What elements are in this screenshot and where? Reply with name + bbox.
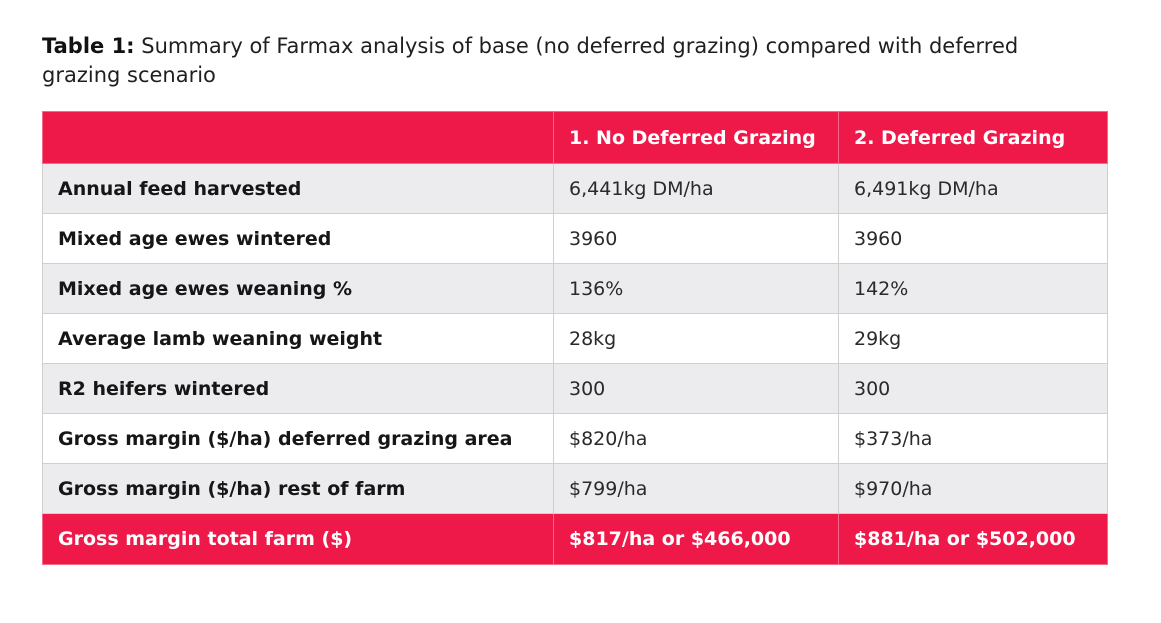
cell-deferred: 6,491kg DM/ha (838, 163, 1108, 214)
cell-no-deferred: 300 (553, 363, 839, 414)
cell-deferred: 142% (838, 263, 1108, 314)
cell-no-deferred: 6,441kg DM/ha (553, 163, 839, 214)
header-deferred-grazing: 2. Deferred Grazing (838, 111, 1108, 164)
table-row: R2 heifers wintered 300 300 (42, 363, 1108, 414)
cell-deferred: 29kg (838, 313, 1108, 364)
table-row: Mixed age ewes wintered 3960 3960 (42, 213, 1108, 264)
table-row: Annual feed harvested 6,441kg DM/ha 6,49… (42, 163, 1108, 214)
cell-deferred: $373/ha (838, 413, 1108, 464)
total-row: Gross margin total farm ($) $817/ha or $… (42, 513, 1108, 565)
table-row: Gross margin ($/ha) deferred grazing are… (42, 413, 1108, 464)
cell-no-deferred: 136% (553, 263, 839, 314)
summary-table: 1. No Deferred Grazing 2. Deferred Grazi… (42, 111, 1108, 565)
row-label: Gross margin ($/ha) rest of farm (42, 463, 554, 514)
cell-deferred: 300 (838, 363, 1108, 414)
row-label: Mixed age ewes wintered (42, 213, 554, 264)
cell-no-deferred: 3960 (553, 213, 839, 264)
table-row: Mixed age ewes weaning % 136% 142% (42, 263, 1108, 314)
caption-text: Summary of Farmax analysis of base (no d… (42, 34, 1019, 87)
header-cell-blank (42, 111, 554, 164)
total-deferred: $881/ha or $502,000 (838, 513, 1108, 565)
row-label: Gross margin ($/ha) deferred grazing are… (42, 413, 554, 464)
row-label: R2 heifers wintered (42, 363, 554, 414)
header-no-deferred-grazing: 1. No Deferred Grazing (553, 111, 839, 164)
cell-no-deferred: 28kg (553, 313, 839, 364)
cell-no-deferred: $820/ha (553, 413, 839, 464)
header-row: 1. No Deferred Grazing 2. Deferred Grazi… (42, 111, 1108, 164)
cell-deferred: $970/ha (838, 463, 1108, 514)
total-label: Gross margin total farm ($) (42, 513, 554, 565)
row-label: Average lamb weaning weight (42, 313, 554, 364)
table-row: Average lamb weaning weight 28kg 29kg (42, 313, 1108, 364)
cell-deferred: 3960 (838, 213, 1108, 264)
table-row: Gross margin ($/ha) rest of farm $799/ha… (42, 463, 1108, 514)
table-caption: Table 1: Summary of Farmax analysis of b… (42, 32, 1102, 90)
total-no-deferred: $817/ha or $466,000 (553, 513, 839, 565)
cell-no-deferred: $799/ha (553, 463, 839, 514)
caption-lead: Table 1: (42, 34, 135, 58)
row-label: Annual feed harvested (42, 163, 554, 214)
row-label: Mixed age ewes weaning % (42, 263, 554, 314)
